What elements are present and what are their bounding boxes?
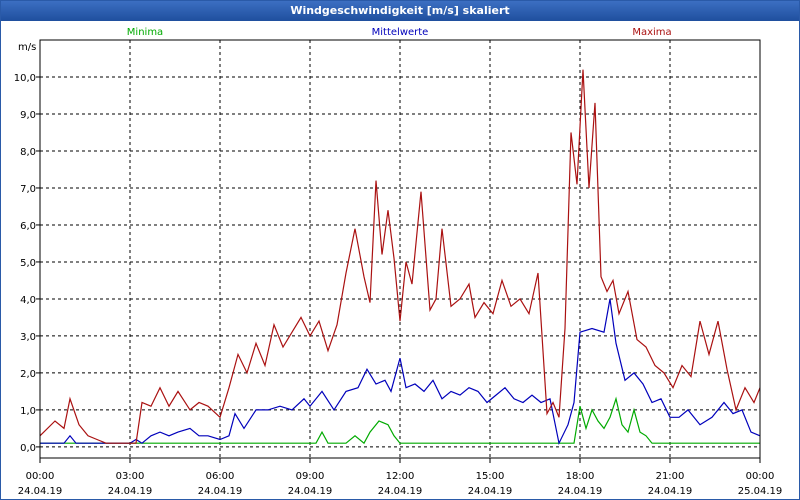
grid — [40, 40, 760, 458]
x-tick-date: 24.04.19 — [288, 486, 333, 497]
y-tick-label: 10,0 — [14, 73, 36, 84]
x-tick-time: 18:00 — [566, 471, 595, 482]
y-tick-label: 0,0 — [20, 443, 36, 454]
y-tick-label: 6,0 — [20, 221, 36, 232]
legend: Minima Mittelwerte Maxima — [127, 27, 672, 38]
x-tick-date: 24.04.19 — [468, 486, 513, 497]
y-tick-label: 5,0 — [20, 258, 36, 269]
x-tick-time: 00:00 — [746, 471, 775, 482]
y-tick-label: 1,0 — [20, 406, 36, 417]
axes: 0,0 1,0 2,0 3,0 4,0 5,0 6,0 7,0 8,0 9,0 10,0 00:00 2… — [14, 39, 783, 497]
y-axis-label: m/s — [18, 42, 36, 53]
x-tick-date: 24.04.19 — [648, 486, 693, 497]
y-tick-label: 3,0 — [20, 332, 36, 343]
series-line-minima — [40, 396, 760, 445]
x-tick-time: 12:00 — [386, 471, 415, 482]
x-tick-date: 24.04.19 — [108, 486, 153, 497]
y-tick-label: 2,0 — [20, 369, 36, 380]
y-tick-label: 4,0 — [20, 295, 36, 306]
y-tick-label: 9,0 — [20, 110, 36, 121]
x-tick-time: 09:00 — [296, 471, 325, 482]
plot-frame — [39, 39, 761, 459]
x-tick-time: 15:00 — [476, 471, 505, 482]
legend-minima: Minima — [127, 27, 163, 38]
legend-maxima: Maxima — [632, 27, 671, 38]
x-tick-time: 03:00 — [116, 471, 145, 482]
series-line-maxima — [39, 69, 761, 444]
x-tick-date: 24.04.19 — [18, 486, 63, 497]
x-tick-date: 24.04.19 — [558, 486, 603, 497]
chart-title: Windgeschwindigkeit [m/s] skaliert — [1, 1, 799, 21]
x-tick-date: 24.04.19 — [198, 486, 243, 497]
series-line-mittelwerte — [40, 298, 761, 446]
y-tick-label: 7,0 — [20, 184, 36, 195]
x-tick-time: 21:00 — [656, 471, 685, 482]
x-tick-date: 25.04.19 — [738, 486, 783, 497]
y-tick-label: 8,0 — [20, 147, 36, 158]
legend-mittelwerte: Mittelwerte — [372, 27, 429, 38]
x-tick-date: 24.04.19 — [378, 486, 423, 497]
series-lines — [39, 69, 761, 446]
x-tick-time: 06:00 — [206, 471, 235, 482]
x-tick-time: 00:00 — [26, 471, 55, 482]
